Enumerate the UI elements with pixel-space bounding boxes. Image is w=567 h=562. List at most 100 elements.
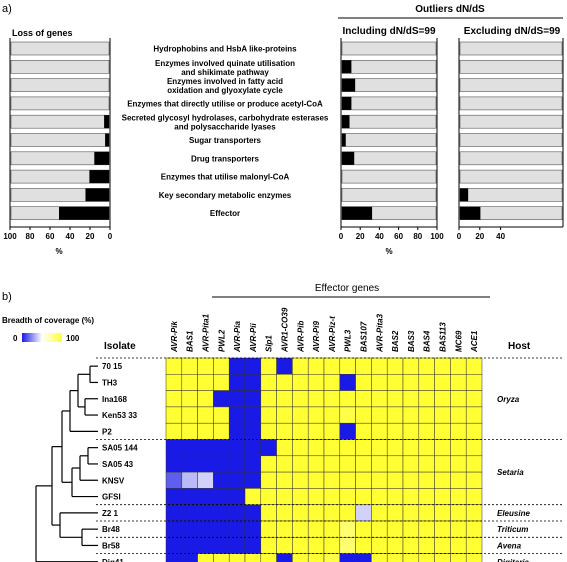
heatmap-cell-r12-c11 bbox=[339, 553, 356, 562]
heatmap-cell-r9-c15 bbox=[402, 504, 420, 522]
heatmap-cell-r1-c8 bbox=[292, 374, 309, 391]
heatmap-cell-r6-c15 bbox=[402, 455, 420, 473]
heatmap-cell-r4-c19 bbox=[465, 422, 483, 440]
bar-bg-5 bbox=[10, 133, 110, 147]
coverage-legend-title: Breadth of coverage (%) bbox=[2, 316, 94, 325]
heatmap-cell-r2-c18 bbox=[450, 390, 467, 408]
effector-genes-title: Effector genes bbox=[315, 283, 379, 294]
heatmap-cell-r4-c0 bbox=[165, 422, 183, 440]
isolate-label-9: Z2 1 bbox=[102, 509, 119, 518]
bar-bg-3 bbox=[341, 96, 437, 111]
heatmap-cell-r9-c12 bbox=[355, 504, 372, 522]
heatmap-cell-r3-c8 bbox=[292, 406, 309, 424]
bar-value-3 bbox=[342, 96, 352, 110]
heatmap-cell-r5-c3 bbox=[213, 439, 230, 457]
heatmap-cell-r6-c7 bbox=[276, 455, 293, 473]
heatmap-cell-r2-c13 bbox=[371, 390, 388, 408]
heatmap-cell-r12-c12 bbox=[355, 553, 372, 562]
heatmap-cell-r12-c19 bbox=[465, 553, 483, 562]
heatmap-cell-r10-c17 bbox=[434, 520, 451, 538]
heatmap-cell-r12-c3 bbox=[213, 553, 230, 562]
heatmap-cell-r7-c11 bbox=[339, 471, 356, 489]
heatmap-cell-r5-c14 bbox=[386, 439, 404, 457]
x-tick-label-1: 20 bbox=[356, 232, 365, 241]
heatmap-cell-r3-c17 bbox=[434, 406, 451, 424]
host-labels: Oryza Setaria Eleusine Triticum Avena Digitar… bbox=[496, 395, 530, 562]
heatmap-cell-r2-c17 bbox=[434, 390, 451, 408]
heatmap-cell-r0-c3 bbox=[213, 357, 230, 375]
heatmap-cell-r12-c1 bbox=[181, 553, 198, 562]
heatmap-cell-r8-c9 bbox=[307, 488, 325, 505]
isolate-label-3: Ken53 33 bbox=[102, 411, 138, 420]
x-tick-label-1: 80 bbox=[26, 232, 35, 241]
heatmap-cell-r0-c14 bbox=[386, 357, 404, 375]
heatmap-cell-r5-c18 bbox=[450, 439, 467, 457]
heatmap-cell-r10-c8 bbox=[292, 520, 309, 538]
x-tick-label-3: 40 bbox=[66, 232, 75, 241]
heatmap-cell-r2-c12 bbox=[355, 390, 372, 408]
heatmap-cell-r8-c5 bbox=[244, 488, 262, 505]
category-label-7: Enzymes that utilise malonyl-CoA bbox=[161, 173, 290, 182]
bar-bg-1 bbox=[10, 59, 110, 74]
heatmap-cell-r7-c10 bbox=[323, 471, 341, 489]
heatmap-cell-r8-c18 bbox=[450, 488, 467, 505]
host-label-5: Digitaria bbox=[497, 558, 530, 562]
x-tick-label-2: 40 bbox=[375, 232, 384, 241]
category-label-4: Secreted glycosyl hydrolases, carbohydra… bbox=[122, 114, 329, 132]
heatmap-cell-r9-c7 bbox=[276, 504, 293, 522]
effector-column-label-6: Slp1 bbox=[265, 335, 274, 352]
effector-column-label-15: BAS3 bbox=[407, 330, 416, 352]
heatmap-cell-r8-c0 bbox=[165, 488, 183, 505]
host-label-4: Avena bbox=[496, 541, 522, 550]
heatmap-cell-r6-c13 bbox=[371, 455, 388, 473]
heatmap-cell-r9-c17 bbox=[434, 504, 451, 522]
heatmap-cell-r3-c19 bbox=[465, 406, 483, 424]
heatmap-cell-r6-c2 bbox=[197, 455, 214, 473]
bar-bg-8 bbox=[341, 188, 437, 202]
heatmap-cell-r1-c13 bbox=[371, 374, 388, 391]
heatmap-cell-r0-c12 bbox=[355, 357, 372, 375]
effector-column-label-1: BAS1 bbox=[186, 330, 195, 352]
heatmap-cell-r5-c17 bbox=[434, 439, 451, 457]
heatmap-cell-r5-c12 bbox=[355, 439, 372, 457]
heatmap-cell-r8-c4 bbox=[228, 488, 246, 505]
x-tick-label-0: 0 bbox=[339, 232, 344, 241]
including-title: Including dN/dS=99 bbox=[342, 26, 436, 37]
heatmap-cell-r6-c12 bbox=[355, 455, 372, 473]
heatmap-cell-r9-c5 bbox=[244, 504, 262, 522]
heatmap-cell-r9-c4 bbox=[228, 504, 246, 522]
heatmap-cell-r10-c9 bbox=[307, 520, 325, 538]
bar-value-8 bbox=[460, 188, 469, 202]
heatmap-cell-r10-c18 bbox=[450, 520, 467, 538]
heatmap-cell-r9-c9 bbox=[307, 504, 325, 522]
excluding-title: Excluding dN/dS=99 bbox=[464, 26, 561, 37]
phylogenetic-tree bbox=[35, 365, 98, 562]
heatmap-cell-r8-c6 bbox=[260, 488, 277, 505]
outliers-dnds-title: Outliers dN/dS bbox=[415, 4, 485, 15]
heatmap-cell-r3-c11 bbox=[339, 406, 356, 424]
effector-column-label-7: AVR1-CO39 bbox=[281, 307, 290, 353]
heatmap-cell-r0-c9 bbox=[307, 357, 325, 375]
isolate-label-11: Br58 bbox=[102, 541, 120, 550]
bar-bg-0 bbox=[341, 41, 437, 56]
heatmap-cell-r0-c7 bbox=[276, 357, 293, 375]
panel-a-label: a) bbox=[2, 3, 12, 15]
isolate-label-10: Br48 bbox=[102, 525, 120, 534]
bar-value-6 bbox=[94, 151, 109, 165]
bar-bg-1 bbox=[341, 59, 437, 74]
heatmap-cell-r4-c14 bbox=[386, 422, 404, 440]
heatmap-cell-r4-c10 bbox=[323, 422, 341, 440]
bar-value-9 bbox=[59, 206, 109, 220]
effector-column-label-0: AVR-Pik bbox=[170, 320, 179, 353]
heatmap-cell-r7-c8 bbox=[292, 471, 309, 489]
heatmap-cell-r5-c11 bbox=[339, 439, 356, 457]
x-tick-label-2: 40 bbox=[496, 232, 505, 241]
heatmap-cell-r1-c17 bbox=[434, 374, 451, 391]
heatmap-cell-r11-c1 bbox=[181, 537, 198, 554]
heatmap-cell-r9-c16 bbox=[418, 504, 435, 522]
host-header: Host bbox=[508, 341, 531, 352]
heatmap-cell-r6-c10 bbox=[323, 455, 341, 473]
heatmap-cell-r4-c4 bbox=[228, 422, 246, 440]
bar-bg-3 bbox=[459, 96, 563, 111]
